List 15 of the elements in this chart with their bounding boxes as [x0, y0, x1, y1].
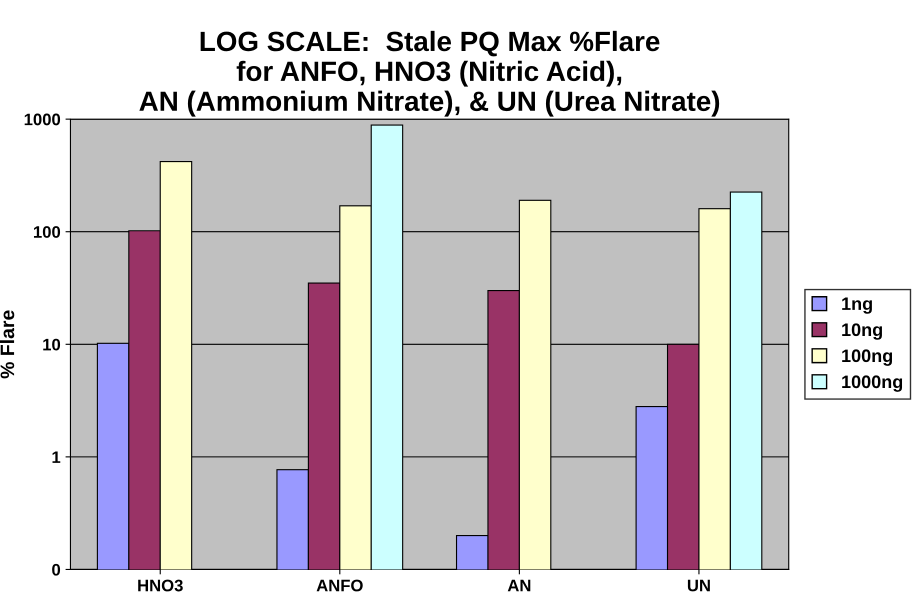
legend-label: 1000ng — [842, 375, 902, 392]
legend-label: 10ng — [842, 323, 882, 340]
x-tick-label: HNO3 — [138, 580, 183, 592]
legend-label: 1ng — [842, 298, 872, 314]
x-tick-label: ANFO — [316, 580, 363, 592]
legend-label: 100ng — [842, 349, 892, 366]
y-axis-title: % Flare — [0, 310, 14, 378]
x-tick-label: UN — [688, 580, 710, 592]
y-tick-label: 100 — [34, 226, 60, 238]
y-tick-label: 1 — [52, 451, 60, 463]
y-tick-label: 10 — [43, 338, 60, 350]
y-tick-label: 0 — [52, 564, 60, 576]
y-tick-label: 1000 — [24, 114, 60, 126]
x-tick-label: AN — [508, 580, 530, 592]
chart-title: LOG SCALE: Stale PQ Max %Flare for ANFO, HNO3 (Nitric Acid), AN (Ammonium Nitrate), & UN (Urea Nitrate) — [139, 30, 720, 117]
